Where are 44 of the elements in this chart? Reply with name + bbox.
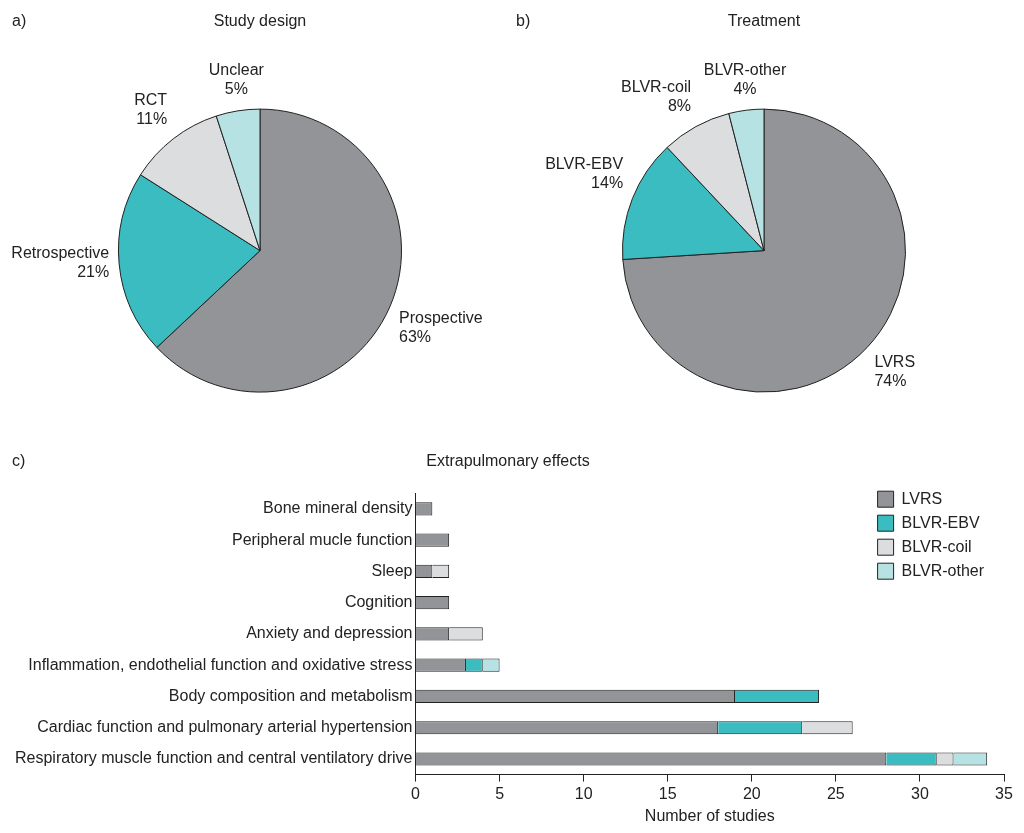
x-tick-label: 25	[826, 784, 845, 802]
x-tick-label: 35	[995, 784, 1013, 802]
data-label: 63%	[399, 328, 432, 346]
chart-title: Treatment	[727, 12, 801, 30]
y-tick-label: Bone mineral density	[263, 499, 413, 517]
slice-label: Prospective	[399, 309, 483, 327]
data-label: 8%	[667, 97, 692, 115]
y-tick-label: Cardiac function and pulmonary arterial hypertension	[37, 718, 413, 736]
slice-label: BLVR-coil	[621, 78, 692, 96]
y-tick-label: Sleep	[371, 561, 413, 579]
data-label: 4%	[733, 79, 757, 97]
legend-label: BLVR-coil	[901, 537, 972, 555]
x-tick-label: 15	[658, 784, 677, 802]
y-tick-label: Inflammation, endothelial function and oxidative stress	[28, 655, 413, 673]
chart-title: Study design	[213, 12, 307, 30]
y-tick-label: Body composition and metabolism	[168, 686, 413, 704]
text: a)	[12, 12, 27, 30]
y-tick-label: Cognition	[344, 593, 413, 611]
legend-label: BLVR-other	[901, 561, 985, 579]
x-tick-label: 10	[574, 784, 593, 802]
slice-label: Retrospective	[11, 244, 110, 262]
data-label: 21%	[77, 263, 110, 281]
x-axis-title: Number of studies	[644, 806, 775, 824]
x-tick-label: 20	[742, 784, 761, 802]
slice-label: Unclear	[208, 61, 265, 79]
slice-label: BLVR-EBV	[545, 155, 624, 173]
y-tick-label: Peripheral mucle function	[231, 530, 413, 548]
y-tick-label: Anxiety and depression	[246, 624, 413, 642]
y-tick-label: Respiratory muscle function and central ventilatory drive	[15, 749, 413, 767]
slice-label: LVRS	[874, 352, 916, 370]
data-label: 14%	[591, 174, 624, 192]
slice-label: BLVR-other	[703, 60, 787, 78]
chart-title: Extrapulmonary effects	[426, 452, 590, 470]
data-label: 74%	[874, 371, 907, 389]
text: c)	[12, 452, 26, 470]
data-label: 11%	[136, 110, 168, 128]
text: b)	[516, 12, 531, 30]
x-tick-label: 5	[495, 784, 505, 802]
data-label: 5%	[224, 80, 248, 98]
x-tick-label: 30	[911, 784, 929, 802]
legend-label: LVRS	[901, 489, 943, 507]
slice-label: RCT	[134, 91, 168, 109]
x-tick-label: 0	[411, 784, 421, 802]
legend-label: BLVR-EBV	[901, 513, 980, 531]
